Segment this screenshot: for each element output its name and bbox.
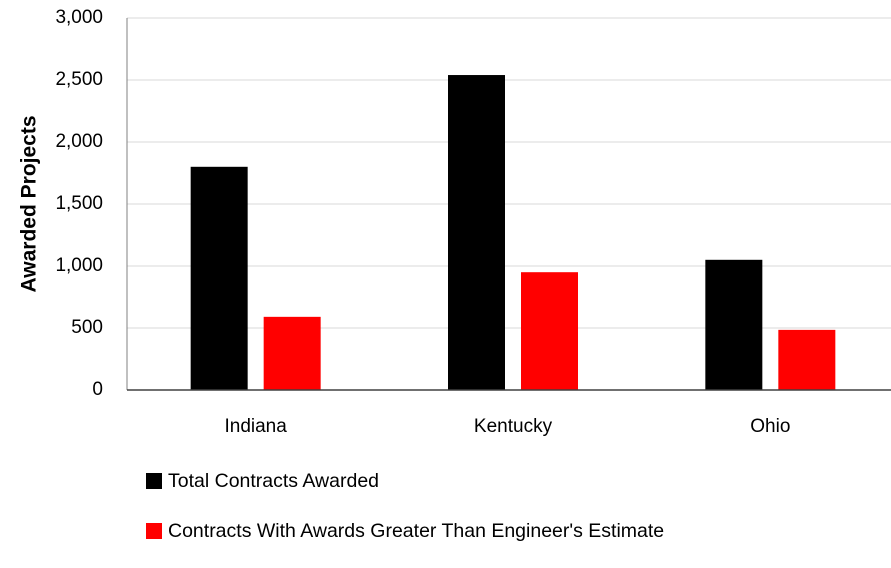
- y-tick-label: 3,000: [55, 7, 103, 28]
- bar-chart: 0 500 1,000 1,500 2,000 2,500 3,000 Indiana Ken…: [18, 7, 891, 437]
- legend-label-above-estimate: Contracts With Awards Greater Than Engin…: [168, 519, 665, 542]
- legend-item-total: Total Contracts Awarded: [146, 468, 664, 494]
- x-tick-labels: Indiana Kentucky Ohio: [224, 416, 790, 437]
- legend-label-total: Total Contracts Awarded: [168, 469, 380, 492]
- y-tick-label: 1,500: [55, 193, 103, 214]
- bar-kentucky-series-0: [448, 75, 505, 390]
- y-tick-label: 0: [92, 379, 103, 400]
- bars: [190, 75, 836, 390]
- legend-swatch-total: [146, 473, 162, 489]
- y-tick-label: 500: [71, 317, 103, 338]
- x-tick-label: Indiana: [224, 416, 287, 437]
- bar-ohio-series-0: [705, 259, 763, 390]
- y-tick-label: 2,000: [55, 131, 103, 152]
- legend-swatch-above-estimate: [146, 523, 162, 539]
- bar-kentucky-series-1: [521, 272, 578, 390]
- grid-lines: [127, 17, 891, 329]
- legend-item-above-estimate: Contracts With Awards Greater Than Engin…: [146, 518, 664, 544]
- legend: Total Contracts Awarded Contracts With A…: [146, 468, 664, 568]
- y-tick-labels: 0 500 1,000 1,500 2,000 2,500 3,000: [55, 7, 103, 400]
- bar-indiana-series-1: [263, 316, 321, 390]
- x-tick-label: Ohio: [750, 416, 790, 437]
- y-axis-label: Awarded Projects: [18, 115, 41, 292]
- axes: [126, 18, 891, 391]
- bar-ohio-series-1: [778, 329, 836, 390]
- y-tick-label: 2,500: [55, 69, 103, 90]
- x-tick-label: Kentucky: [474, 416, 553, 437]
- bar-indiana-series-0: [190, 166, 248, 390]
- y-tick-label: 1,000: [55, 255, 103, 276]
